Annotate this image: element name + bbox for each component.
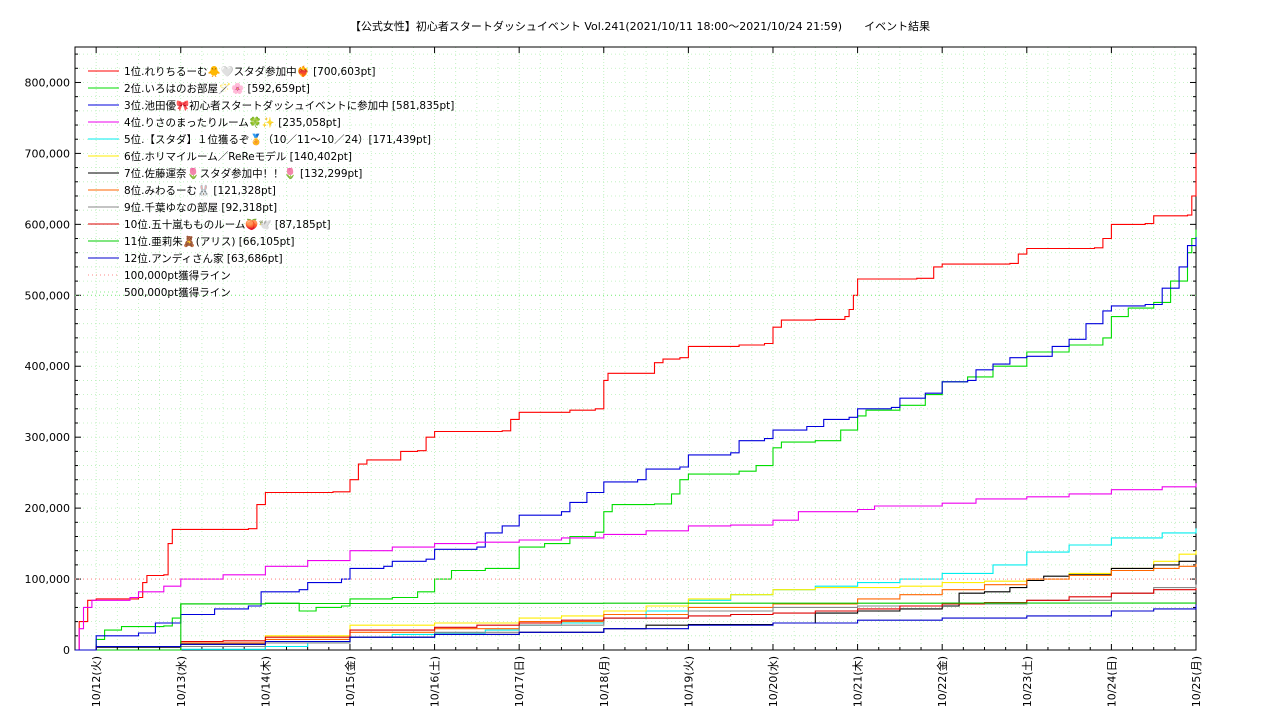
y-tick-label: 200,000 xyxy=(25,502,71,515)
series-line xyxy=(75,588,1197,651)
series-line xyxy=(75,604,1197,651)
y-tick-label: 0 xyxy=(63,644,70,657)
x-tick-label: 10/19(火) xyxy=(682,656,695,707)
legend-label: 7位.佐藤運奈🌷スタダ参加中！！🌷 [132,299pt] xyxy=(124,167,362,180)
series-line xyxy=(75,528,1197,651)
series-line xyxy=(75,237,1197,651)
grid xyxy=(75,47,1197,650)
series-line xyxy=(75,550,1197,651)
y-tick-label: 100,000 xyxy=(25,573,71,586)
legend-label: 6位.ホリマイルーム／ReReモデル [140,402pt] xyxy=(124,150,352,163)
legend-label: 2位.いろはのお部屋🪄🌸 [592,659pt] xyxy=(124,82,310,95)
x-tick-label: 10/18(月) xyxy=(598,656,611,707)
y-tick-label: 600,000 xyxy=(25,218,71,231)
x-tick-label: 10/13(水) xyxy=(175,656,188,707)
series-line xyxy=(75,229,1197,651)
x-tick-label: 10/23(土) xyxy=(1021,656,1034,707)
x-tick-label: 10/14(木) xyxy=(259,656,272,707)
plot-frame xyxy=(74,46,1197,651)
legend-label: 3位.池田優🎀初心者スタートダッシュイベントに参加中 [581,835pt] xyxy=(124,99,454,112)
x-tick-label: 10/16(土) xyxy=(429,656,442,707)
y-tick-label: 500,000 xyxy=(25,289,71,302)
legend: 1位.れりちるーむ🐥🤍スタダ参加中❤‍🔥 [700,603pt] 2位.いろはのお… xyxy=(88,65,454,299)
legend-label: 10位.五十嵐もものルーム🍑🕊️ [87,185pt] xyxy=(124,218,331,231)
x-tick-label: 10/15(金) xyxy=(343,656,357,707)
series-line xyxy=(75,602,1196,651)
y-tick-label: 800,000 xyxy=(25,76,71,89)
series-line xyxy=(75,483,1197,651)
x-tick-label: 10/12(火) xyxy=(90,656,103,707)
legend-label: 1位.れりちるーむ🐥🤍スタダ参加中❤‍🔥 [700,603pt] xyxy=(124,65,375,78)
x-tick-label: 10/17(日) xyxy=(513,656,526,707)
x-tick-label: 10/25(月) xyxy=(1190,656,1203,707)
y-tick-label: 300,000 xyxy=(25,431,71,444)
legend-label: 11位.亜莉朱🧸(アリス) [66,105pt] xyxy=(124,235,295,248)
legend-label: 100,000pt獲得ライン xyxy=(124,269,231,282)
series-line xyxy=(75,153,1197,651)
x-tick-label: 10/24(日) xyxy=(1105,656,1118,707)
chart-title: 【公式女性】初心者スタートダッシュイベント Vol.241(2021/10/11… xyxy=(349,20,931,33)
series-lines xyxy=(75,153,1197,651)
y-tick-label: 700,000 xyxy=(25,147,71,160)
legend-label: 500,000pt獲得ライン xyxy=(124,286,231,299)
legend-label: 9位.千葉ゆなの部屋 [92,318pt] xyxy=(124,201,277,214)
legend-label: 4位.りさのまったりルーム🍀✨ [235,058pt] xyxy=(124,116,341,129)
legend-label: 12位.アンディさん家 [63,686pt] xyxy=(124,252,283,265)
legend-label: 8位.みわるーむ🐰 [121,328pt] xyxy=(124,184,276,197)
series-line xyxy=(75,584,1197,651)
x-tick-label: 10/21(木) xyxy=(852,656,865,707)
legend-label: 5位.【スタダ】１位獲るぞ🏅（10／11～10／24）[171,439pt] xyxy=(124,133,431,146)
series-line xyxy=(75,563,1197,651)
x-tick-label: 10/22(金) xyxy=(935,656,949,707)
x-tick-label: 10/20(水) xyxy=(767,656,780,707)
axis-ticks: 0 100,000 200,000 300,000 400,000 500,000 600,… xyxy=(25,47,1203,707)
y-tick-label: 400,000 xyxy=(25,360,71,373)
